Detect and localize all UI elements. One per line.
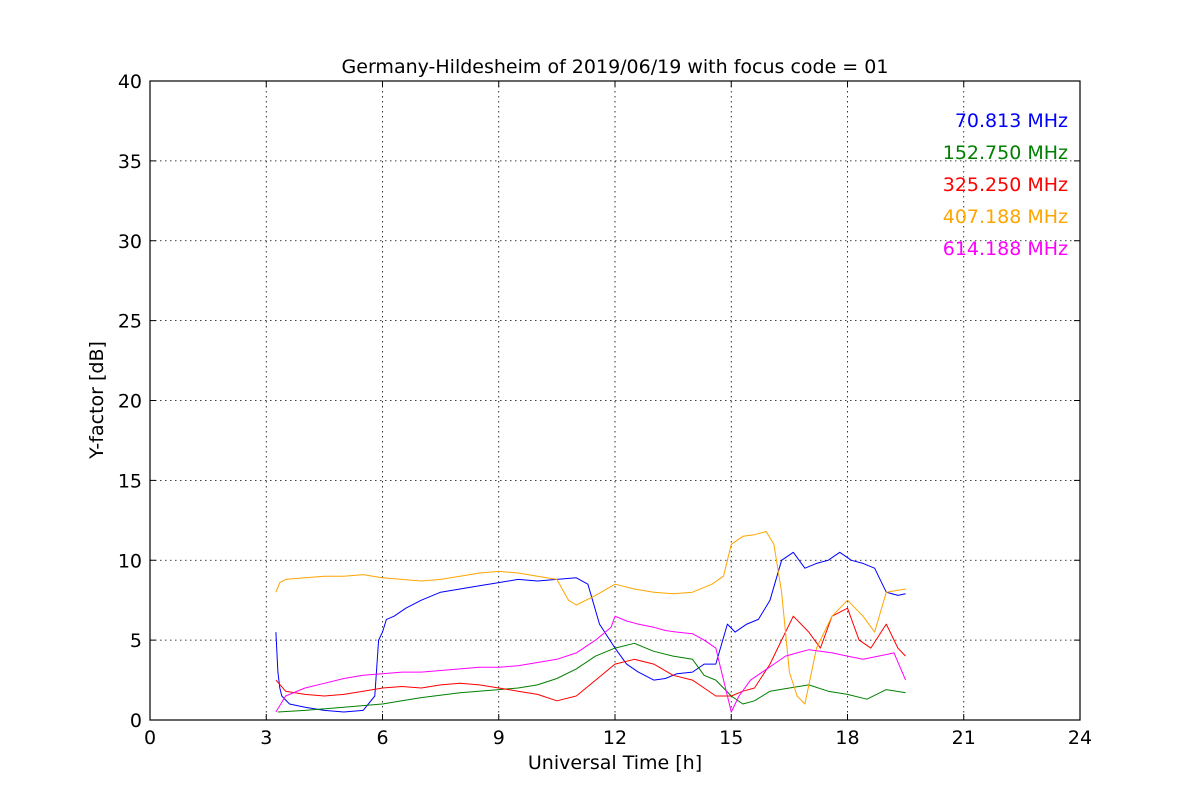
x-tick-label: 3 [260,727,272,749]
y-tick-label: 30 [118,231,142,253]
legend: 70.813 MHz 152.750 MHz 325.250 MHz 407.188 … [943,110,1068,260]
x-tick-label: 0 [144,727,156,749]
y-tick-label: 25 [118,311,142,333]
series-line-407-188-mhz [275,531,906,705]
y-tick-label: 10 [118,550,142,572]
series-line-614-188-mhz [275,615,907,713]
x-tick-label: 18 [835,727,859,749]
legend-entry: 614.188 MHz [943,238,1068,260]
x-tick-label: 9 [493,727,505,749]
chart-title: Germany-Hildesheim of 2019/06/19 with fo… [342,56,889,78]
y-tick-labels: 0 5 10 15 20 25 30 35 40 [118,71,142,732]
x-tick-label: 24 [1068,727,1092,749]
series-layer [275,531,907,713]
legend-entry: 152.750 MHz [943,142,1068,164]
y-tick-label: 20 [118,391,142,413]
legend-entry: 407.188 MHz [943,206,1068,228]
y-tick-label: 40 [118,71,142,93]
x-tick-label: 15 [719,727,743,749]
series-line-70-813-mhz [275,551,906,713]
y-tick-label: 0 [130,710,142,732]
legend-entry: 325.250 MHz [943,174,1068,196]
x-tick-label: 12 [603,727,627,749]
x-tick-label: 6 [376,727,388,749]
ticks [149,80,1081,721]
x-axis-title: Universal Time [h] [528,752,702,774]
y-tick-label: 5 [130,630,142,652]
x-tick-labels: 0 3 6 9 12 15 18 21 24 [144,727,1092,749]
y-axis-title: Y-factor [dB] [86,341,108,460]
legend-entry: 70.813 MHz [955,110,1068,132]
y-tick-label: 15 [118,470,142,492]
y-tick-label: 35 [118,151,142,173]
series-line-325-250-mhz [275,607,906,702]
x-tick-label: 21 [952,727,976,749]
grid [150,81,1080,720]
